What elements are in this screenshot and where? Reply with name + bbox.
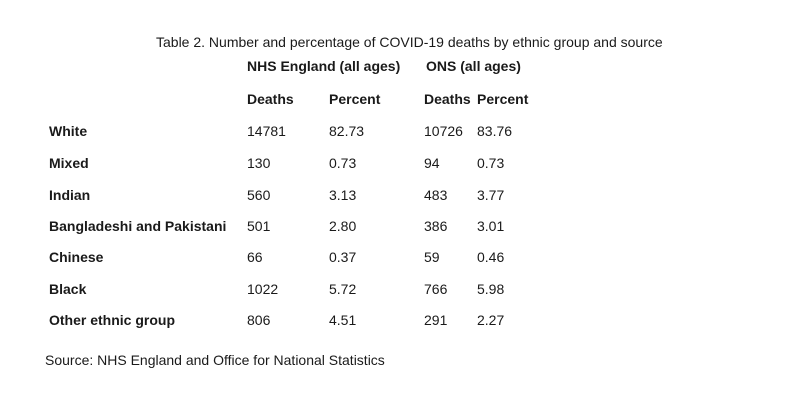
ons-deaths-value: 291 [424,312,448,328]
nhs-deaths-value: 14781 [247,123,286,139]
group-header-ons: ONS (all ages) [426,58,521,74]
row-label: Chinese [49,249,104,265]
nhs-deaths-value: 806 [247,312,271,328]
ons-percent-value: 0.73 [477,155,505,171]
row-label: Other ethnic group [49,312,175,328]
nhs-percent-value: 2.80 [329,218,357,234]
table-row: White 14781 82.73 10726 83.76 [0,123,785,139]
ons-deaths-value: 386 [424,218,448,234]
table-row: Chinese 66 0.37 59 0.46 [0,249,785,265]
ons-percent-value: 2.27 [477,312,505,328]
ons-percent-value: 83.76 [477,123,513,139]
column-header-ons-deaths: Deaths [424,91,471,107]
nhs-percent-value: 82.73 [329,123,365,139]
ons-deaths-value: 10726 [424,123,463,139]
table-row: Indian 560 3.13 483 3.77 [0,187,785,203]
nhs-percent-value: 0.37 [329,249,357,265]
column-header-nhs-deaths: Deaths [247,91,294,107]
column-header-ons-percent: Percent [477,91,529,107]
table-row: Bangladeshi and Pakistani 501 2.80 386 3… [0,218,785,234]
nhs-deaths-value: 130 [247,155,271,171]
source-note: Source: NHS England and Office for Natio… [45,352,385,368]
table-row: Other ethnic group 806 4.51 291 2.27 [0,312,785,328]
table-title: Table 2. Number and percentage of COVID-… [156,34,663,50]
ons-deaths-value: 766 [424,281,448,297]
ons-percent-value: 3.01 [477,218,505,234]
table-row: Mixed 130 0.73 94 0.73 [0,155,785,171]
row-label: Mixed [49,155,89,171]
nhs-percent-value: 0.73 [329,155,357,171]
nhs-deaths-value: 66 [247,249,263,265]
nhs-percent-value: 3.13 [329,187,357,203]
ons-deaths-value: 59 [424,249,440,265]
row-label: Bangladeshi and Pakistani [49,218,227,234]
nhs-deaths-value: 1022 [247,281,279,297]
nhs-deaths-value: 560 [247,187,271,203]
group-header-nhs-england: NHS England (all ages) [247,58,401,74]
ons-percent-value: 0.46 [477,249,505,265]
row-label: White [49,123,88,139]
row-label: Indian [49,187,91,203]
table-row: Black 1022 5.72 766 5.98 [0,281,785,297]
nhs-percent-value: 5.72 [329,281,357,297]
nhs-deaths-value: 501 [247,218,271,234]
ons-deaths-value: 94 [424,155,440,171]
ons-percent-value: 5.98 [477,281,505,297]
column-header-nhs-percent: Percent [329,91,381,107]
row-label: Black [49,281,87,297]
ons-deaths-value: 483 [424,187,448,203]
nhs-percent-value: 4.51 [329,312,357,328]
ons-percent-value: 3.77 [477,187,505,203]
